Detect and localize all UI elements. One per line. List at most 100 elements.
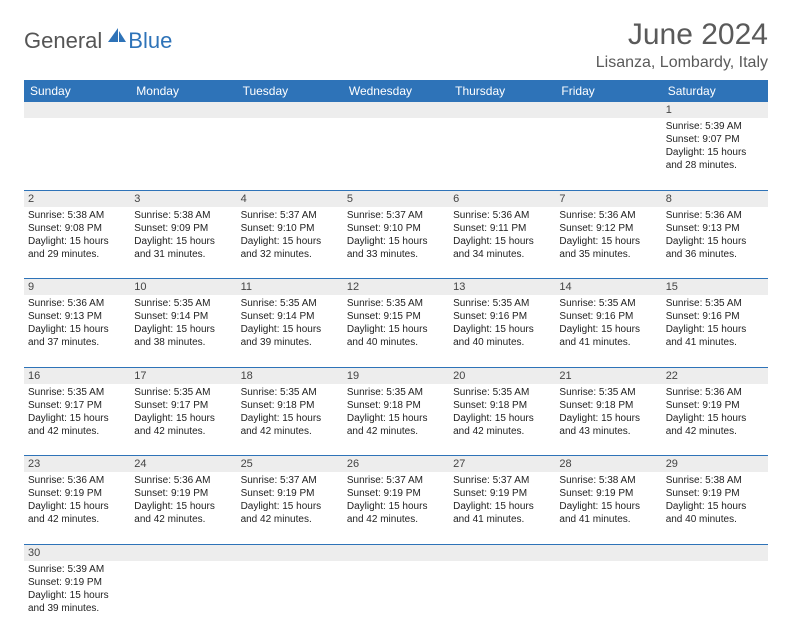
daylight1-text: Daylight: 15 hours: [28, 323, 126, 336]
day-number: 28: [555, 456, 661, 473]
daylight2-text: and 42 minutes.: [241, 513, 339, 526]
daylight2-text: and 40 minutes.: [347, 336, 445, 349]
day-cell: Sunrise: 5:35 AMSunset: 9:16 PMDaylight:…: [449, 295, 555, 367]
daylight1-text: Daylight: 15 hours: [134, 323, 232, 336]
day-number: 16: [24, 367, 130, 384]
day-cell: Sunrise: 5:35 AMSunset: 9:17 PMDaylight:…: [24, 384, 130, 456]
daylight2-text: and 40 minutes.: [666, 513, 764, 526]
daylight2-text: and 41 minutes.: [666, 336, 764, 349]
sunrise-text: Sunrise: 5:36 AM: [666, 386, 764, 399]
daylight2-text: and 42 minutes.: [453, 425, 551, 438]
sunset-text: Sunset: 9:13 PM: [28, 310, 126, 323]
daylight1-text: Daylight: 15 hours: [666, 500, 764, 513]
sunrise-text: Sunrise: 5:37 AM: [241, 209, 339, 222]
day-number: 2: [24, 190, 130, 207]
day-number: [449, 102, 555, 118]
day-cell: Sunrise: 5:36 AMSunset: 9:13 PMDaylight:…: [662, 207, 768, 279]
day-header: Saturday: [662, 80, 768, 102]
day-header: Thursday: [449, 80, 555, 102]
title-block: June 2024 Lisanza, Lombardy, Italy: [596, 18, 768, 72]
day-number: 21: [555, 367, 661, 384]
sunrise-text: Sunrise: 5:36 AM: [666, 209, 764, 222]
day-cell: Sunrise: 5:38 AMSunset: 9:19 PMDaylight:…: [555, 472, 661, 544]
day-number: 12: [343, 279, 449, 296]
sunrise-text: Sunrise: 5:38 AM: [666, 474, 764, 487]
sunrise-text: Sunrise: 5:36 AM: [559, 209, 657, 222]
day-number: 1: [662, 102, 768, 118]
daylight2-text: and 42 minutes.: [241, 425, 339, 438]
day-cell: [343, 561, 449, 633]
day-cell: [555, 118, 661, 190]
daylight1-text: Daylight: 15 hours: [28, 235, 126, 248]
sunset-text: Sunset: 9:19 PM: [453, 487, 551, 500]
day-number: 13: [449, 279, 555, 296]
day-number: 6: [449, 190, 555, 207]
daylight2-text: and 31 minutes.: [134, 248, 232, 261]
day-number: [24, 102, 130, 118]
sunset-text: Sunset: 9:17 PM: [134, 399, 232, 412]
daylight1-text: Daylight: 15 hours: [453, 323, 551, 336]
day-number: 15: [662, 279, 768, 296]
sunrise-text: Sunrise: 5:35 AM: [347, 297, 445, 310]
day-cell: [343, 118, 449, 190]
daylight2-text: and 42 minutes.: [134, 513, 232, 526]
daylight1-text: Daylight: 15 hours: [666, 235, 764, 248]
daylight2-text: and 42 minutes.: [28, 425, 126, 438]
day-number: 3: [130, 190, 236, 207]
calendar-row: Sunrise: 5:39 AMSunset: 9:19 PMDaylight:…: [24, 561, 768, 633]
day-cell: Sunrise: 5:36 AMSunset: 9:13 PMDaylight:…: [24, 295, 130, 367]
daylight2-text: and 42 minutes.: [134, 425, 232, 438]
daylight1-text: Daylight: 15 hours: [559, 235, 657, 248]
sunset-text: Sunset: 9:19 PM: [28, 576, 126, 589]
daylight1-text: Daylight: 15 hours: [453, 500, 551, 513]
day-header: Sunday: [24, 80, 130, 102]
day-number: 17: [130, 367, 236, 384]
day-number: [130, 102, 236, 118]
daylight2-text: and 42 minutes.: [347, 513, 445, 526]
daylight1-text: Daylight: 15 hours: [666, 323, 764, 336]
daylight2-text: and 43 minutes.: [559, 425, 657, 438]
day-cell: Sunrise: 5:35 AMSunset: 9:16 PMDaylight:…: [662, 295, 768, 367]
day-cell: [449, 118, 555, 190]
daylight2-text: and 42 minutes.: [666, 425, 764, 438]
day-cell: Sunrise: 5:35 AMSunset: 9:16 PMDaylight:…: [555, 295, 661, 367]
calendar-header-row: Sunday Monday Tuesday Wednesday Thursday…: [24, 80, 768, 102]
day-header: Monday: [130, 80, 236, 102]
sunrise-text: Sunrise: 5:37 AM: [347, 209, 445, 222]
day-number: 26: [343, 456, 449, 473]
daylight1-text: Daylight: 15 hours: [559, 500, 657, 513]
day-number: 23: [24, 456, 130, 473]
day-number: 9: [24, 279, 130, 296]
daylight1-text: Daylight: 15 hours: [241, 323, 339, 336]
day-cell: Sunrise: 5:37 AMSunset: 9:10 PMDaylight:…: [343, 207, 449, 279]
day-number: 18: [237, 367, 343, 384]
day-number: 14: [555, 279, 661, 296]
day-cell: Sunrise: 5:38 AMSunset: 9:19 PMDaylight:…: [662, 472, 768, 544]
daylight2-text: and 42 minutes.: [347, 425, 445, 438]
day-number: [662, 544, 768, 561]
calendar-row: Sunrise: 5:36 AMSunset: 9:19 PMDaylight:…: [24, 472, 768, 544]
daynum-row: 30: [24, 544, 768, 561]
sunset-text: Sunset: 9:19 PM: [666, 399, 764, 412]
sunrise-text: Sunrise: 5:39 AM: [28, 563, 126, 576]
day-number: 19: [343, 367, 449, 384]
sunrise-text: Sunrise: 5:38 AM: [134, 209, 232, 222]
day-number: 22: [662, 367, 768, 384]
daylight1-text: Daylight: 15 hours: [559, 412, 657, 425]
day-cell: Sunrise: 5:35 AMSunset: 9:14 PMDaylight:…: [130, 295, 236, 367]
sunset-text: Sunset: 9:13 PM: [666, 222, 764, 235]
daylight2-text: and 41 minutes.: [559, 336, 657, 349]
sunset-text: Sunset: 9:19 PM: [559, 487, 657, 500]
sunrise-text: Sunrise: 5:35 AM: [559, 297, 657, 310]
daylight2-text: and 35 minutes.: [559, 248, 657, 261]
day-cell: [24, 118, 130, 190]
daylight2-text: and 37 minutes.: [28, 336, 126, 349]
sunrise-text: Sunrise: 5:35 AM: [134, 386, 232, 399]
sunrise-text: Sunrise: 5:37 AM: [347, 474, 445, 487]
day-cell: Sunrise: 5:39 AMSunset: 9:07 PMDaylight:…: [662, 118, 768, 190]
sunset-text: Sunset: 9:07 PM: [666, 133, 764, 146]
daylight1-text: Daylight: 15 hours: [347, 500, 445, 513]
day-number: 4: [237, 190, 343, 207]
sunset-text: Sunset: 9:19 PM: [134, 487, 232, 500]
sunset-text: Sunset: 9:19 PM: [666, 487, 764, 500]
